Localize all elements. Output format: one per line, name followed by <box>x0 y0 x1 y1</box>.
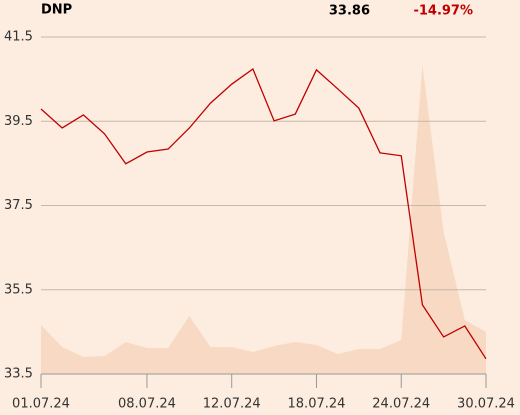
price-line <box>40 68 487 360</box>
x-tick-label: 18.07.24 <box>288 397 346 412</box>
price-change: -14.97% <box>413 4 473 19</box>
volume-area <box>41 65 486 374</box>
y-tick-label: 37.5 <box>4 198 33 213</box>
last-price: 33.86 <box>329 4 370 19</box>
y-tick-label: 33.5 <box>4 367 33 382</box>
y-tick-label: 39.5 <box>4 114 33 129</box>
x-tick-label: 01.07.24 <box>12 397 70 412</box>
x-tick-label: 30.07.24 <box>457 397 515 412</box>
x-tick-label: 24.07.24 <box>372 397 430 412</box>
y-tick-label: 41.5 <box>4 30 33 45</box>
y-tick-label: 35.5 <box>4 282 33 297</box>
x-tick-label: 12.07.24 <box>203 397 261 412</box>
x-tick-label: 08.07.24 <box>118 397 176 412</box>
symbol: DNP <box>41 3 72 18</box>
